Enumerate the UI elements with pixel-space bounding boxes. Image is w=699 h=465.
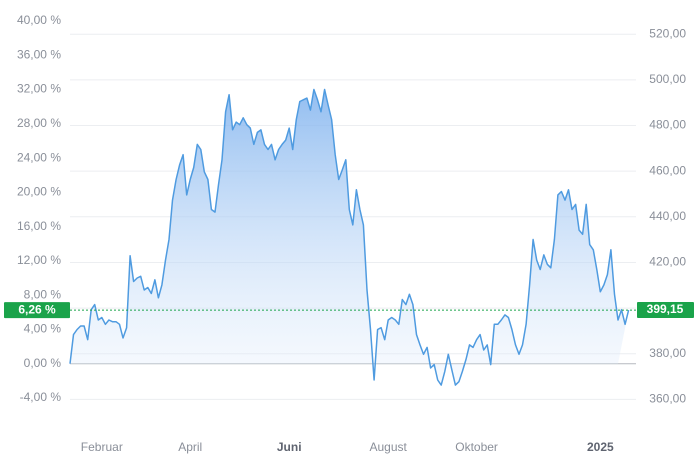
- y-tick-label: 32,00 %: [17, 82, 61, 96]
- y2-tick-label: 360,00: [649, 392, 686, 406]
- x-tick-label: Oktober: [455, 440, 498, 454]
- line: [69, 88, 630, 386]
- y2-tick-label: 500,00: [649, 72, 686, 86]
- y2-tick-label: 520,00: [649, 26, 686, 40]
- y-tick-label: 24,00 %: [17, 150, 61, 164]
- current-change-label: 6,26 %: [18, 302, 56, 316]
- area: [70, 89, 629, 386]
- x-tick-label: August: [370, 440, 408, 454]
- x-tick-label: Februar: [81, 440, 123, 454]
- x-tick-label: Juni: [277, 440, 302, 454]
- y-tick-label: 12,00 %: [17, 253, 61, 267]
- y-tick-label: 20,00 %: [17, 185, 61, 199]
- y-tick-label: -4,00 %: [20, 390, 62, 404]
- y2-tick-label: 480,00: [649, 118, 686, 132]
- current-price-badge: [637, 302, 694, 319]
- y-tick-label: 36,00 %: [17, 47, 61, 61]
- y2-tick-label: 380,00: [649, 346, 686, 360]
- current-change-badge: [4, 302, 70, 319]
- y-tick-label: 40,00 %: [17, 13, 61, 27]
- current-price-label: 399,15: [647, 302, 684, 316]
- y2-tick-label: 440,00: [649, 209, 686, 223]
- y-tick-label: 16,00 %: [17, 219, 61, 233]
- y-tick-label: 4,00 %: [24, 322, 62, 336]
- x-tick-label: April: [178, 440, 202, 454]
- x-tick-label: 2025: [587, 440, 614, 454]
- y2-tick-label: 420,00: [649, 255, 686, 269]
- y2-tick-label: 460,00: [649, 163, 686, 177]
- y-tick-label: 28,00 %: [17, 116, 61, 130]
- y-tick-label: 8,00 %: [24, 287, 62, 301]
- y-tick-label: 0,00 %: [24, 356, 62, 370]
